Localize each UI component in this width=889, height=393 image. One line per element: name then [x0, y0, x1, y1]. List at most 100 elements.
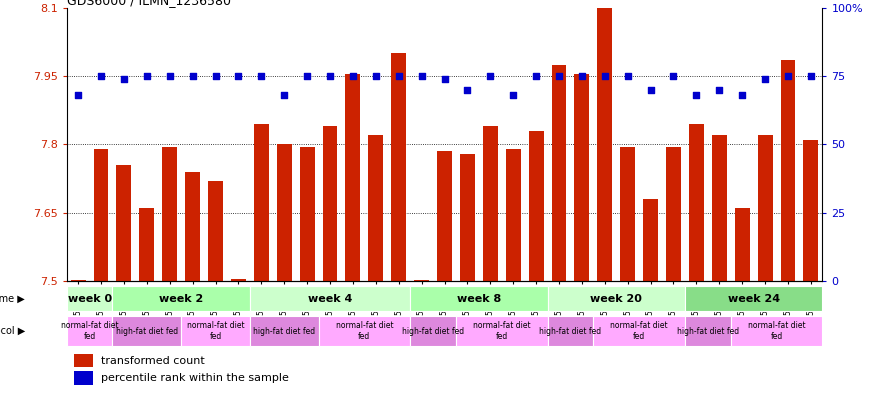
Bar [250, 316, 318, 346]
Bar [460, 154, 475, 281]
Text: high-fat diet fed: high-fat diet fed [540, 327, 602, 336]
Point [735, 92, 749, 98]
Bar [181, 316, 250, 346]
Text: week 0: week 0 [68, 294, 112, 304]
Text: protocol ▶: protocol ▶ [0, 326, 25, 336]
Point [644, 86, 658, 93]
Bar [551, 65, 566, 281]
Point [163, 73, 177, 79]
Text: normal-fat diet
fed: normal-fat diet fed [748, 321, 805, 341]
Point [369, 73, 383, 79]
Point [414, 73, 428, 79]
Bar [643, 199, 658, 281]
Bar [621, 147, 635, 281]
Point [391, 73, 405, 79]
Bar [757, 135, 773, 281]
Bar [410, 316, 456, 346]
Bar [689, 124, 704, 281]
Text: high-fat diet fed: high-fat diet fed [402, 327, 464, 336]
Bar [163, 147, 177, 281]
Bar [368, 135, 383, 281]
Bar [231, 279, 246, 281]
Bar [346, 74, 360, 281]
Point [758, 76, 773, 82]
Text: week 8: week 8 [457, 294, 501, 304]
Text: percentile rank within the sample: percentile rank within the sample [100, 373, 289, 384]
Bar [548, 286, 685, 311]
Text: normal-fat diet
fed: normal-fat diet fed [611, 321, 668, 341]
Bar [67, 316, 113, 346]
Bar [113, 286, 250, 311]
Bar [410, 286, 548, 311]
Bar [391, 53, 406, 281]
Text: normal-fat diet
fed: normal-fat diet fed [473, 321, 531, 341]
Text: high-fat diet fed: high-fat diet fed [253, 327, 316, 336]
Point [461, 86, 475, 93]
Bar [208, 181, 223, 281]
Bar [116, 165, 132, 281]
Point [208, 73, 222, 79]
Point [71, 92, 85, 98]
Point [116, 76, 131, 82]
Bar [140, 208, 155, 281]
Point [484, 73, 498, 79]
Text: week 24: week 24 [727, 294, 780, 304]
Bar [781, 60, 796, 281]
Point [667, 73, 681, 79]
Point [575, 73, 589, 79]
Point [277, 92, 292, 98]
Bar [685, 286, 822, 311]
Point [597, 73, 612, 79]
Point [254, 73, 268, 79]
Point [781, 73, 795, 79]
Text: time ▶: time ▶ [0, 294, 25, 304]
Point [712, 86, 726, 93]
Bar [506, 149, 521, 281]
Point [186, 73, 200, 79]
Bar [75, 354, 93, 367]
Point [804, 73, 818, 79]
Point [689, 92, 703, 98]
Bar [75, 371, 93, 385]
Bar [323, 126, 338, 281]
Bar [574, 74, 589, 281]
Point [94, 73, 108, 79]
Point [506, 92, 520, 98]
Text: week 4: week 4 [308, 294, 352, 304]
Bar [685, 316, 731, 346]
Bar [597, 8, 613, 281]
Text: week 20: week 20 [590, 294, 642, 304]
Bar [93, 149, 108, 281]
Point [552, 73, 566, 79]
Point [437, 76, 452, 82]
Bar [483, 126, 498, 281]
Bar [250, 286, 410, 311]
Text: GDS6000 / ILMN_1236580: GDS6000 / ILMN_1236580 [67, 0, 230, 7]
Point [140, 73, 154, 79]
Bar [529, 131, 543, 281]
Text: week 2: week 2 [159, 294, 204, 304]
Bar [254, 124, 268, 281]
Text: normal-fat diet
fed: normal-fat diet fed [60, 321, 118, 341]
Text: normal-fat diet
fed: normal-fat diet fed [335, 321, 393, 341]
Bar [113, 316, 181, 346]
Text: normal-fat diet
fed: normal-fat diet fed [187, 321, 244, 341]
Text: transformed count: transformed count [100, 356, 204, 366]
Bar [185, 172, 200, 281]
Point [300, 73, 314, 79]
Bar [67, 286, 113, 311]
Text: high-fat diet fed: high-fat diet fed [677, 327, 739, 336]
Bar [731, 316, 822, 346]
Bar [734, 208, 749, 281]
Bar [456, 316, 548, 346]
Point [621, 73, 635, 79]
Text: high-fat diet fed: high-fat diet fed [116, 327, 178, 336]
Bar [300, 147, 315, 281]
Bar [437, 151, 452, 281]
Bar [712, 135, 726, 281]
Bar [593, 316, 685, 346]
Bar [414, 280, 429, 281]
Point [323, 73, 337, 79]
Point [346, 73, 360, 79]
Bar [71, 280, 85, 281]
